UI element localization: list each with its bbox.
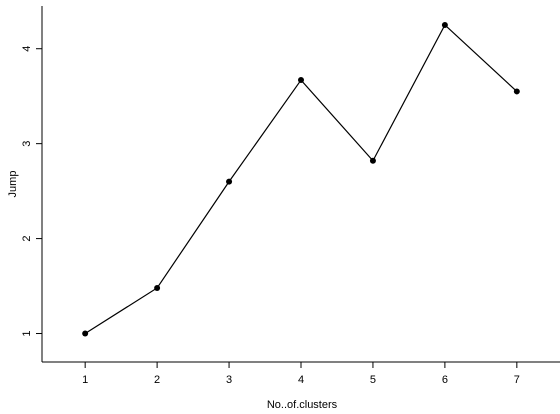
x-tick-label: 7 — [514, 374, 520, 386]
x-axis-title: No..of.clusters — [267, 399, 338, 411]
y-tick-label: 4 — [21, 46, 33, 52]
data-point — [154, 284, 161, 291]
data-point — [298, 77, 304, 84]
data-point — [369, 157, 376, 164]
data-point — [226, 178, 233, 185]
data-point — [82, 330, 89, 337]
data-point — [513, 88, 520, 95]
x-tick-label: 3 — [226, 374, 232, 386]
series-line — [84, 24, 518, 335]
x-tick-label: 1 — [82, 374, 88, 386]
y-tick-label: 2 — [21, 236, 33, 242]
data-point — [441, 21, 448, 28]
y-tick-label: 3 — [21, 141, 33, 147]
series-group — [82, 21, 520, 337]
x-ticks: 1 2 3 4 5 6 7 — [82, 362, 520, 386]
x-tick-label: 4 — [298, 374, 304, 386]
x-tick-label: 5 — [370, 374, 376, 386]
y-tick-label: 1 — [21, 330, 33, 336]
y-axis-title: Jump — [7, 171, 19, 198]
x-tick-label: 6 — [442, 374, 448, 386]
y-ticks: 1 2 3 4 — [21, 46, 42, 337]
x-tick-label: 2 — [154, 374, 160, 386]
